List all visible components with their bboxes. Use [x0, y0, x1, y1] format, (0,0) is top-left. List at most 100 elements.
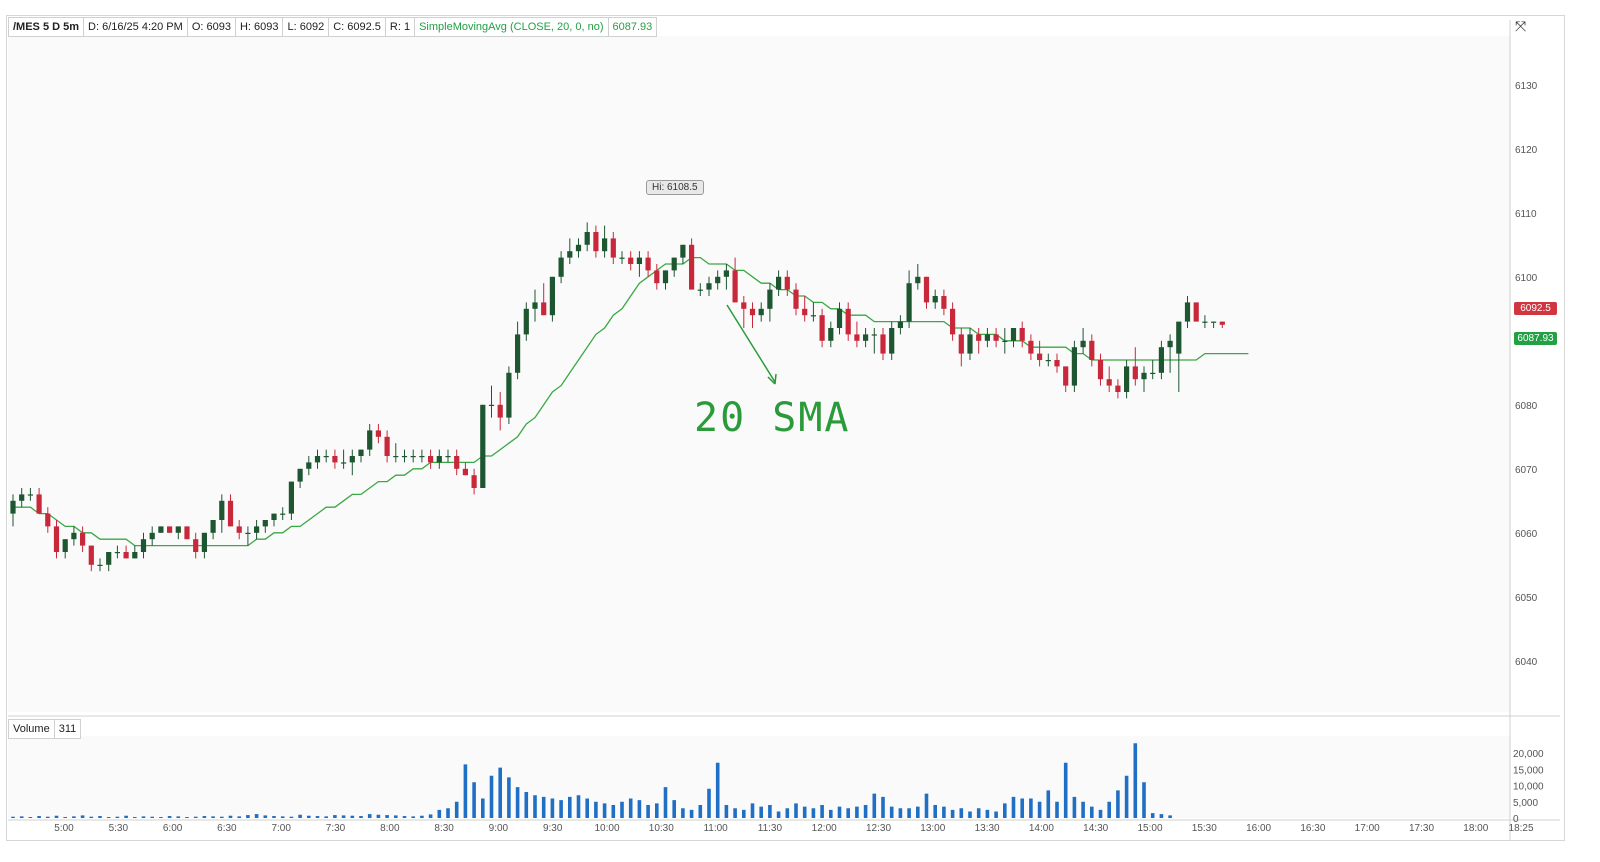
candle	[401, 449, 408, 463]
candle-body	[628, 257, 634, 264]
volume-bar	[976, 808, 981, 818]
volume-bar	[193, 816, 198, 818]
candle-body	[358, 449, 364, 456]
candle-body	[958, 334, 964, 354]
time-tick-label: 11:30	[758, 823, 783, 834]
candle-body	[114, 552, 120, 554]
volume-bar	[837, 806, 842, 818]
candle	[288, 481, 294, 520]
candle	[532, 289, 538, 322]
candle	[549, 276, 555, 322]
candle	[454, 449, 460, 476]
volume-bar	[872, 793, 877, 818]
candle-body	[36, 494, 42, 514]
volume-bar	[524, 792, 529, 818]
candle-body	[80, 532, 86, 546]
time-tick-label: 10:30	[649, 823, 674, 834]
candle-body	[19, 494, 25, 501]
volume-bar	[141, 816, 146, 818]
candle-body	[689, 244, 695, 290]
volume-label[interactable]: Volume	[9, 720, 55, 738]
candle-body	[401, 456, 408, 458]
time-tick-label: 9:00	[489, 823, 509, 834]
candle-body	[97, 564, 103, 566]
candle	[428, 449, 434, 469]
volume-bar	[315, 816, 320, 818]
candle	[36, 488, 42, 514]
open-label: O: 6093	[188, 18, 236, 36]
volume-bar	[437, 809, 442, 818]
candle	[541, 283, 547, 316]
volume-bar	[420, 815, 424, 818]
volume-bar	[454, 801, 459, 818]
candle	[19, 488, 25, 508]
candle	[619, 251, 625, 264]
volume-bar	[211, 816, 215, 818]
symbol-label[interactable]: /MES 5 D 5m	[9, 18, 85, 36]
volume-bar	[985, 809, 990, 818]
candle-body	[158, 526, 164, 533]
candle	[88, 545, 94, 572]
candle-body	[271, 513, 277, 520]
candle	[854, 321, 860, 348]
candle-body	[767, 289, 773, 309]
candle	[828, 321, 834, 348]
time-tick-label: 17:00	[1355, 823, 1380, 834]
candle	[384, 430, 390, 463]
candle-body	[1106, 379, 1112, 386]
time-tick-label: 6:30	[217, 823, 237, 834]
candle	[610, 232, 616, 264]
candle-body	[575, 244, 582, 252]
volume-bar	[1159, 814, 1164, 818]
volume-bar	[785, 808, 790, 818]
candle	[950, 302, 956, 341]
candle	[749, 302, 756, 328]
candle-body	[454, 456, 460, 469]
price-tick-label: 6070	[1515, 465, 1538, 476]
candle	[1115, 379, 1121, 399]
volume-bar	[428, 814, 433, 818]
high-tag: Hi: 6108.5	[646, 180, 704, 195]
candle-body	[219, 500, 225, 520]
candle	[1176, 321, 1182, 392]
time-tick-label: 13:00	[920, 823, 945, 834]
candle-body	[810, 315, 816, 317]
candle	[184, 526, 190, 540]
candle-body	[1141, 372, 1147, 380]
candle	[323, 449, 329, 463]
candle-body	[662, 270, 669, 284]
volume-bar	[794, 803, 798, 818]
candle	[167, 526, 173, 533]
volume-bar	[768, 805, 772, 818]
candle	[662, 270, 669, 290]
candle	[584, 222, 590, 252]
candle	[1211, 321, 1217, 328]
volume-tick-label: 0	[1513, 814, 1519, 825]
volume-bar	[759, 806, 763, 818]
volume-bar	[72, 816, 76, 818]
candle-body	[1184, 302, 1191, 322]
candle	[45, 507, 51, 533]
candle-body	[1010, 328, 1017, 341]
volume-bar	[446, 808, 450, 818]
price-pane	[8, 36, 1510, 712]
candle-body	[558, 257, 564, 277]
candle-body	[175, 526, 181, 533]
volume-bar	[620, 801, 624, 818]
volume-bar	[298, 814, 302, 818]
volume-bar	[367, 814, 372, 818]
sma-study-label[interactable]: SimpleMovingAvg (CLOSE, 20, 0, no)	[415, 18, 609, 36]
volume-bar	[333, 815, 337, 818]
candle-body	[654, 270, 660, 284]
expand-collapse-icon[interactable]: ⤧	[1515, 18, 1527, 34]
candle	[1202, 315, 1208, 328]
sma-layer	[13, 256, 1249, 547]
time-tick-label: 16:30	[1300, 823, 1325, 834]
volume-bar	[846, 808, 850, 818]
candle	[254, 520, 260, 540]
candle	[523, 302, 529, 341]
candle	[1071, 340, 1077, 392]
volume-bar	[1037, 801, 1042, 818]
volume-bar	[1098, 809, 1103, 818]
